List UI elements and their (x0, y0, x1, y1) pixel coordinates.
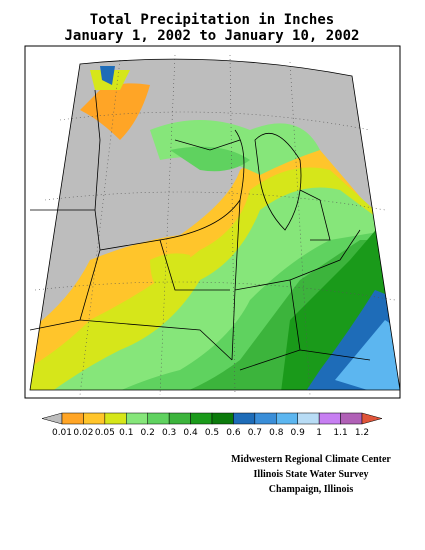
colorbar-label: 0.05 (95, 428, 115, 438)
colorbar-label: 0.7 (248, 428, 262, 438)
colorbar-box (340, 412, 363, 425)
colorbar-label: 0.6 (226, 428, 241, 438)
colorbar-box (147, 412, 170, 425)
colorbar-box (104, 412, 127, 425)
colorbar-box (233, 412, 256, 425)
colorbar-label: 0.1 (119, 428, 133, 438)
colorbar-box (211, 412, 234, 425)
colorbar-low (41, 412, 63, 425)
colorbar-label: 0.02 (73, 428, 93, 438)
colorbar-label: 0.9 (291, 428, 306, 438)
colorbar-label: 1.1 (333, 428, 347, 438)
colorbar-label: 0.01 (52, 428, 72, 438)
subtitle: January 1, 2002 to January 10, 2002 (64, 28, 359, 44)
colorbar-box (190, 412, 213, 425)
colorbar-box (168, 412, 191, 425)
credit: Midwestern Regional Climate Center (231, 454, 391, 465)
colorbar-label: 0.3 (162, 428, 176, 438)
colorbar-box (297, 412, 320, 425)
colorbar-box (83, 412, 106, 425)
colorbar-label: 0.2 (141, 428, 155, 438)
colorbar-box (254, 412, 277, 425)
colorbar-label: 1 (316, 428, 322, 438)
title: Total Precipitation in Inches (90, 12, 334, 28)
colorbar-box (126, 412, 148, 425)
colorbar-label: 0.4 (183, 428, 198, 438)
colorbar-label: 1.2 (355, 428, 369, 438)
colorbar-box (61, 412, 84, 425)
colorbar-label: 0.5 (205, 428, 219, 438)
colorbar-high (361, 412, 383, 425)
colorbar-box (318, 412, 341, 425)
colorbar-box (276, 412, 298, 425)
credit: Illinois State Water Survey (254, 469, 369, 480)
colorbar: 0.01 0.02 0.05 0.1 0.2 0.3 0.4 0.5 0.6 0.7 0.8 0.9 1… (41, 412, 383, 438)
map (24, 45, 401, 399)
credit: Champaign, Illinois (269, 484, 354, 495)
colorbar-label: 0.8 (269, 428, 284, 438)
